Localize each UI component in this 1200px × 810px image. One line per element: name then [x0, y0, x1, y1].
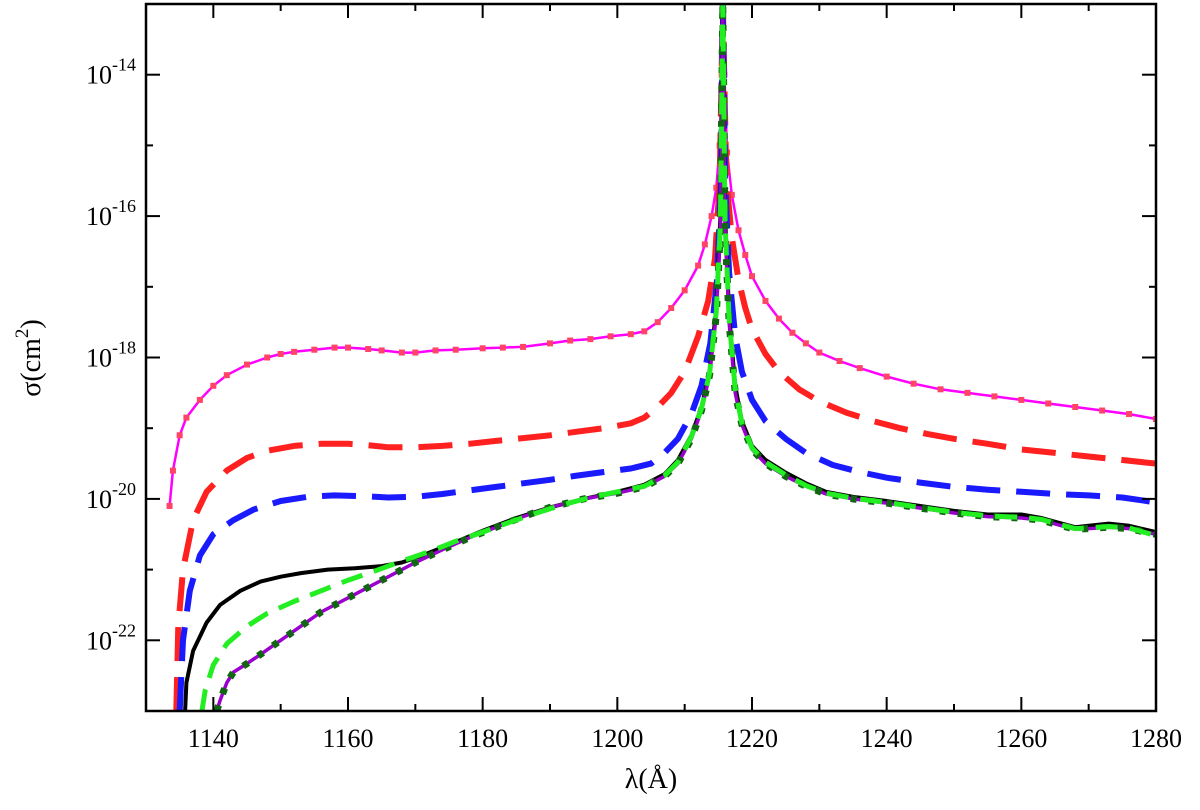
- series-1-marker: [398, 349, 405, 356]
- series-1-marker: [1072, 403, 1079, 410]
- x-tick-label: 1180: [457, 724, 508, 753]
- x-tick-label: 1140: [188, 724, 239, 753]
- x-tick-label: 1240: [861, 724, 913, 753]
- x-tick-label: 1220: [726, 724, 778, 753]
- series-1-marker: [742, 251, 749, 258]
- series-1-marker: [1126, 411, 1133, 418]
- series-layer: [166, 4, 1156, 711]
- series-1-marker: [654, 319, 661, 326]
- series-1-marker: [499, 344, 506, 351]
- series-1-marker: [802, 340, 809, 347]
- series-1-marker: [1099, 407, 1106, 414]
- series-1-marker: [365, 346, 372, 353]
- x-tick-label: 1260: [995, 724, 1047, 753]
- series-1-marker: [762, 297, 769, 304]
- series-3-line: [176, 4, 1156, 711]
- series-1-marker: [695, 262, 702, 269]
- series-1-marker: [708, 213, 715, 220]
- series-1-marker: [749, 273, 755, 280]
- y-tick-label: 10-18: [86, 338, 136, 373]
- series-1-marker: [378, 347, 385, 354]
- series-1-marker: [883, 373, 890, 380]
- series-1-marker: [567, 337, 574, 344]
- series-1-line: [168, 4, 1156, 507]
- ticks-layer: [145, 3, 1157, 712]
- series-1-marker: [169, 467, 176, 474]
- series-1-marker: [728, 191, 735, 198]
- series-1-marker: [311, 346, 318, 353]
- series-1-marker: [520, 343, 527, 350]
- series-1-marker: [668, 305, 675, 312]
- plot-frame: [144, 2, 1158, 713]
- y-tick-label: 10-22: [86, 620, 136, 655]
- series-1-marker: [937, 386, 944, 393]
- y-axis-title-sup: 2: [12, 329, 33, 339]
- series-1-marker: [277, 350, 284, 357]
- series-1-marker: [836, 358, 843, 365]
- series-1-marker: [166, 502, 173, 509]
- series-1-marker: [1018, 396, 1025, 403]
- series-1-marker: [910, 380, 917, 387]
- series-1-marker: [345, 344, 351, 351]
- series-1-marker: [264, 354, 271, 361]
- series-1-marker: [789, 329, 796, 336]
- y-axis-title: σ(cm2): [12, 319, 47, 396]
- y-tick-exponent: -16: [112, 196, 136, 216]
- series-1-marker: [452, 346, 459, 353]
- labels-layer: 1140 1160 1180 1200 1220 1240 1260 128010-1410-…: [86, 55, 1182, 753]
- y-tick-base: 10: [86, 626, 112, 655]
- y-tick-base: 10: [86, 202, 112, 231]
- y-tick-base: 10: [86, 485, 112, 514]
- series-1-marker: [964, 389, 971, 396]
- series-1-marker: [223, 372, 230, 379]
- y-tick-base: 10: [86, 344, 112, 373]
- series-1-marker: [775, 315, 782, 322]
- series-1-marker: [735, 227, 742, 234]
- series-1-marker: [176, 432, 183, 439]
- y-tick-label: 10-20: [86, 479, 136, 514]
- series-1-marker: [547, 340, 553, 347]
- series-1-marker: [607, 333, 614, 340]
- series-1-marker: [1045, 400, 1052, 407]
- series-1-marker: [681, 287, 688, 294]
- y-tick-base: 10: [86, 61, 112, 90]
- series-1-marker: [210, 382, 217, 389]
- y-axis-title-main: σ(cm: [16, 338, 47, 397]
- series-1-marker: [856, 365, 863, 372]
- series-6-line: [199, 4, 1156, 711]
- series-1-marker: [244, 361, 250, 368]
- y-tick-label: 10-16: [86, 196, 136, 231]
- y-tick-exponent: -14: [112, 55, 136, 75]
- series-1-marker: [627, 331, 634, 338]
- series-1-marker: [587, 336, 594, 343]
- series-1-marker: [183, 414, 190, 421]
- series-5-line: [215, 4, 1156, 711]
- series-4-line: [183, 4, 1156, 711]
- series-1-marker: [331, 344, 338, 351]
- series-1-marker: [991, 393, 998, 400]
- series-1-marker: [479, 345, 486, 352]
- y-tick-exponent: -22: [112, 620, 136, 640]
- y-tick-label: 10-14: [86, 55, 136, 90]
- x-axis-title: λ(Å): [625, 764, 677, 795]
- y-tick-exponent: -18: [112, 338, 136, 358]
- series-5-dots: [213, 4, 1156, 711]
- series-1-marker: [641, 328, 648, 335]
- x-tick-label: 1200: [591, 724, 643, 753]
- series-1-marker: [196, 396, 203, 403]
- series-1-marker: [816, 349, 823, 356]
- series-1-marker: [412, 349, 419, 356]
- series-1-marker: [701, 241, 708, 248]
- x-tick-label: 1160: [322, 724, 373, 753]
- x-tick-label: 1280: [1130, 724, 1182, 753]
- y-axis-title-tail: ): [16, 319, 47, 328]
- y-tick-exponent: -20: [112, 479, 136, 499]
- series-2-line: [173, 4, 1156, 711]
- series-1-marker: [291, 348, 298, 355]
- series-1-marker: [432, 347, 439, 354]
- series-1-marker: [1153, 416, 1156, 423]
